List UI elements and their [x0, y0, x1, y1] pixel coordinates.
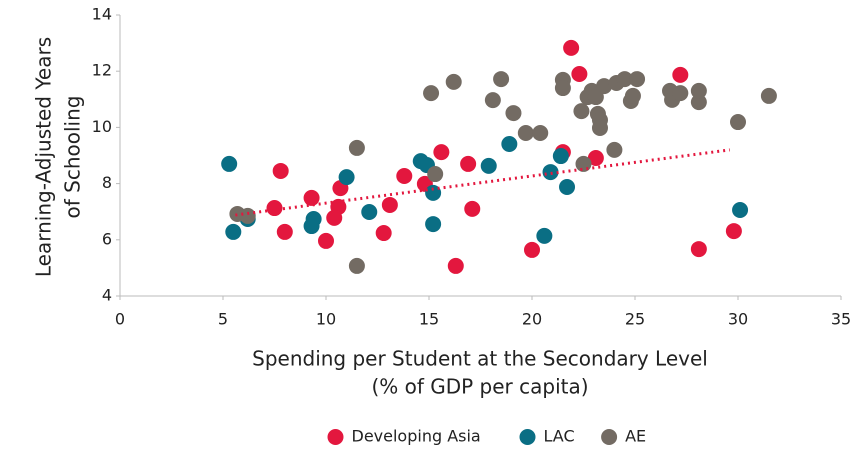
point: [690, 82, 707, 99]
point: [760, 87, 777, 104]
point: [573, 103, 590, 120]
point: [425, 216, 442, 233]
x-tick-label: 30: [728, 310, 748, 329]
point: [425, 184, 442, 201]
point: [616, 71, 633, 88]
x-tick-label: 0: [115, 310, 125, 329]
point: [532, 125, 549, 142]
point: [606, 141, 623, 158]
point: [575, 155, 592, 172]
point: [396, 168, 413, 185]
point: [629, 71, 646, 88]
legend-marker: [327, 429, 344, 445]
point: [690, 241, 707, 258]
point: [591, 119, 608, 136]
point: [326, 209, 343, 226]
point: [480, 157, 497, 174]
point: [501, 135, 518, 152]
point: [464, 200, 481, 217]
point: [348, 257, 365, 274]
point: [563, 39, 580, 56]
legend-marker: [601, 429, 618, 445]
point: [303, 189, 320, 206]
point: [427, 166, 444, 183]
point: [690, 94, 707, 111]
point: [596, 78, 613, 95]
point: [571, 66, 588, 83]
x-tick-label: 20: [522, 310, 542, 329]
point: [433, 144, 450, 161]
point: [484, 92, 501, 109]
point: [239, 207, 256, 224]
point: [318, 232, 334, 249]
point: [672, 85, 689, 102]
legend-label: Developing Asia: [352, 427, 481, 446]
y-axis-title: of Schooling: [61, 96, 85, 219]
point: [493, 71, 510, 88]
x-tick-label: 10: [316, 310, 336, 329]
point: [460, 155, 477, 172]
point: [587, 89, 604, 106]
point: [732, 202, 749, 219]
point: [348, 139, 365, 156]
x-tick-label: 15: [419, 310, 439, 329]
point: [587, 150, 604, 167]
y-tick-label: 4: [102, 286, 112, 305]
legend-label: LAC: [544, 427, 575, 446]
legend-marker: [519, 429, 536, 445]
point: [447, 257, 464, 274]
point: [624, 87, 641, 104]
point: [266, 200, 283, 217]
point: [221, 155, 238, 172]
x-tick-label: 25: [625, 310, 645, 329]
point: [375, 225, 392, 242]
y-tick-label: 14: [92, 5, 112, 24]
legend-label: AE: [625, 427, 646, 446]
point: [445, 73, 462, 90]
point: [276, 223, 293, 240]
point: [552, 148, 569, 165]
y-tick-label: 10: [92, 117, 112, 136]
x-axis-title: (% of GDP per capita): [371, 375, 588, 399]
point: [517, 125, 534, 142]
point: [730, 114, 746, 131]
x-axis-title: Spending per Student at the Secondary Le…: [252, 347, 708, 371]
point: [505, 105, 522, 122]
point: [725, 223, 742, 240]
y-tick-label: 12: [92, 61, 112, 80]
point: [381, 196, 398, 213]
point: [338, 169, 355, 186]
point: [225, 223, 242, 240]
y-tick-label: 6: [102, 229, 112, 248]
y-tick-label: 8: [102, 173, 112, 192]
point: [361, 203, 378, 220]
point: [536, 227, 553, 244]
point: [554, 80, 571, 97]
point: [305, 211, 322, 228]
point: [423, 85, 440, 102]
point: [672, 66, 689, 83]
point: [272, 162, 289, 179]
x-tick-label: 35: [831, 310, 851, 329]
y-axis-title: Learning-Adjusted Years: [32, 37, 56, 277]
trendline: [235, 148, 730, 217]
x-tick-label: 5: [218, 310, 228, 329]
point: [559, 178, 576, 195]
point: [524, 241, 540, 258]
